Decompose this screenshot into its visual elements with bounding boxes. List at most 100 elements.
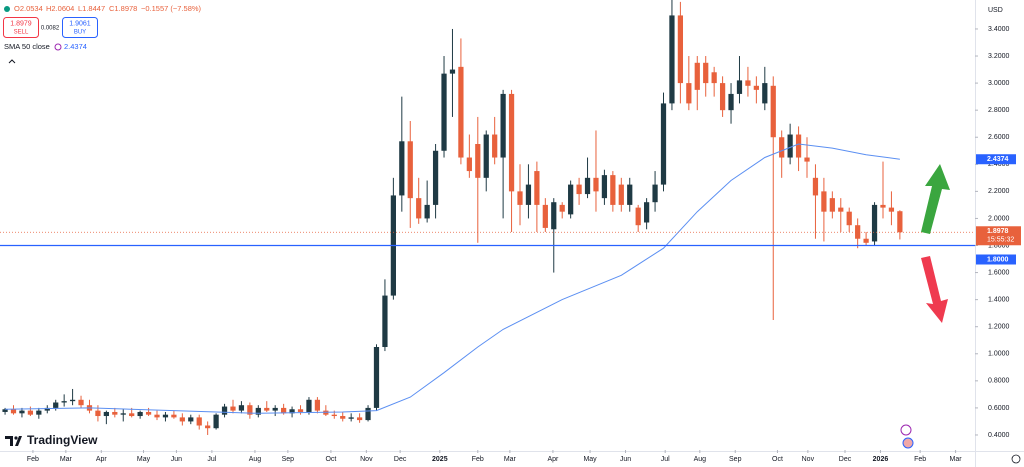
settings-icon[interactable] (1011, 454, 1021, 464)
candle-body (880, 204, 886, 208)
y-tick-label: 0.4000 (988, 432, 1010, 439)
candle-body (19, 410, 25, 414)
x-tick-label: Sep (729, 456, 742, 463)
candle-body (652, 184, 658, 203)
x-tick-label: 2026 (873, 456, 889, 463)
candle-body (534, 171, 540, 205)
flag-icon[interactable] (902, 437, 914, 449)
candle-body (846, 211, 852, 226)
last-price-label: 1.8978 (987, 228, 1009, 235)
candle-body (399, 141, 405, 196)
indicator-settings[interactable] (54, 43, 62, 51)
candle-body (281, 407, 287, 414)
candle-body (888, 207, 895, 212)
y-tick-label: 1.8000 (988, 242, 1010, 249)
buy-price: 1.9061 (69, 20, 91, 27)
candle-body (660, 103, 667, 185)
candle-body (221, 406, 228, 415)
x-tick-label: Aug (694, 456, 707, 463)
candle-body (863, 238, 869, 243)
x-tick-label: Jun (620, 456, 631, 463)
candle-body (272, 407, 278, 411)
buy-label: BUY (74, 30, 86, 36)
sma-price-box (976, 154, 1016, 165)
last-price-box (976, 226, 1021, 246)
x-tick-label: Oct (325, 456, 336, 463)
y-tick-label: 1.6000 (988, 269, 1010, 276)
candle-body (897, 211, 903, 233)
candle-body (686, 83, 692, 104)
candle-body (517, 191, 523, 205)
candle-body (568, 184, 574, 215)
candle-body (112, 411, 118, 415)
candle-body (838, 207, 844, 212)
candle-body (787, 134, 793, 158)
candle-body (407, 141, 413, 199)
candle-body (703, 62, 709, 84)
candle-body (264, 407, 270, 411)
event-icon[interactable] (900, 424, 912, 436)
sell-price: 1.8979 (10, 20, 32, 27)
y-tick-label: 1.4000 (988, 296, 1010, 303)
ohlc-high: H2.0604 (46, 4, 74, 13)
candle-body (770, 85, 776, 138)
candle-body (356, 417, 363, 421)
y-tick-label: 2.6000 (988, 134, 1010, 141)
candle-body (669, 15, 675, 104)
candle-body (78, 399, 84, 406)
candle-body (627, 184, 633, 205)
candle-body (382, 295, 388, 348)
candle-body (416, 198, 422, 219)
x-tick-label: Mar (504, 456, 517, 463)
candle-body (441, 73, 447, 151)
x-tick-label: Aug (249, 456, 262, 463)
x-tick-label: Dec (839, 456, 852, 463)
candle-body (736, 80, 743, 94)
candle-body (795, 134, 802, 158)
candle-body (829, 198, 835, 212)
candle-body (348, 417, 354, 419)
candle-body (137, 411, 143, 417)
y-tick-label: 1.2000 (988, 324, 1010, 331)
sma-line (5, 143, 900, 414)
ohlc-change: −0.1557 (−7.58%) (141, 4, 202, 13)
candle-body (103, 411, 109, 417)
countdown: 15:55:32 (987, 237, 1014, 244)
collapse-toggle[interactable] (8, 59, 16, 64)
hline-price-label: 1.8000 (987, 256, 1009, 263)
y-tick-label: 3.0000 (988, 80, 1010, 87)
x-tick-label: Feb (472, 456, 484, 463)
candle-body (331, 414, 337, 417)
currency: USD (988, 7, 1003, 14)
candle-body (821, 191, 827, 212)
candle-body (762, 83, 768, 104)
logo-mark (5, 436, 22, 446)
x-tick-label: May (137, 456, 151, 463)
sell-button[interactable] (3, 17, 39, 38)
candle-body (855, 225, 861, 239)
buy-button[interactable] (62, 17, 98, 38)
x-tick-label: Apr (547, 456, 559, 463)
y-tick-label: 2.4000 (988, 161, 1010, 168)
up-arrow (921, 164, 950, 234)
candle-body (340, 416, 346, 419)
candle-body (677, 15, 684, 84)
x-tick-label: Oct (772, 456, 783, 463)
candle-body (196, 417, 202, 426)
brand: TradingView (27, 433, 98, 447)
candle-body (475, 144, 481, 178)
candle-body (154, 414, 160, 418)
y-tick-label: 1.0000 (988, 351, 1010, 358)
candle-body (601, 175, 608, 199)
candle-body (779, 137, 785, 158)
x-tick-label: Jun (171, 456, 182, 463)
x-tick-label: Feb (27, 456, 39, 463)
candle-body (297, 409, 304, 412)
candle-body (559, 204, 565, 212)
y-tick-label: 2.2000 (988, 188, 1010, 195)
candle-body (373, 347, 380, 408)
y-tick-label: 2.8000 (988, 107, 1010, 114)
candle-body (171, 414, 177, 418)
candle-body (205, 425, 211, 429)
